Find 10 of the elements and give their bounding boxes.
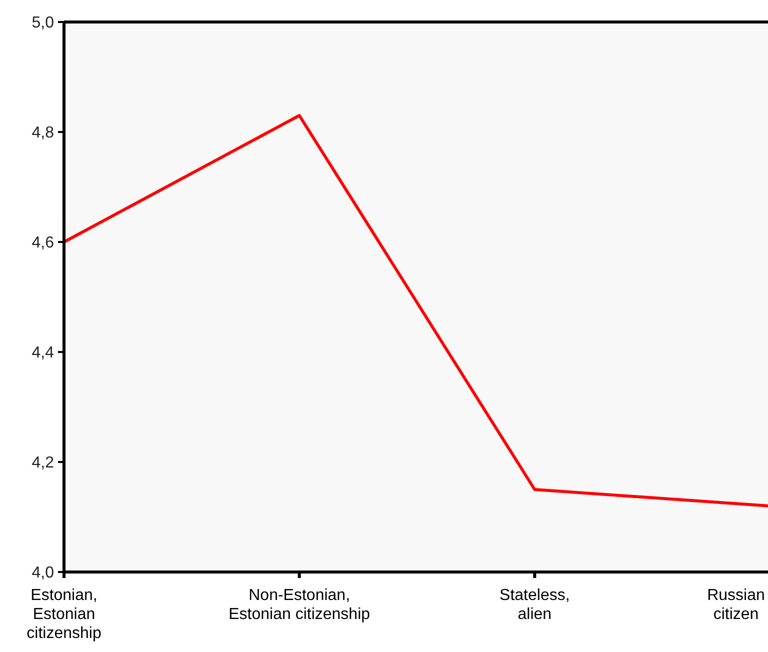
x-tick-label: Russian citizen	[707, 587, 765, 623]
y-tick-label: 4,4	[32, 344, 54, 362]
x-tick-label: Non-Estonian, Estonian citizenship	[228, 587, 370, 623]
y-tick-label: 4,2	[32, 454, 54, 472]
y-tick-label: 5,0	[32, 14, 54, 32]
x-tick-label: Estonian, Estonian citizenship	[26, 587, 102, 642]
x-tick-label: Stateless, alien	[500, 587, 570, 623]
y-tick-label: 4,6	[32, 234, 54, 252]
y-tick-label: 4,0	[32, 564, 54, 582]
y-tick-label: 4,8	[32, 124, 54, 142]
